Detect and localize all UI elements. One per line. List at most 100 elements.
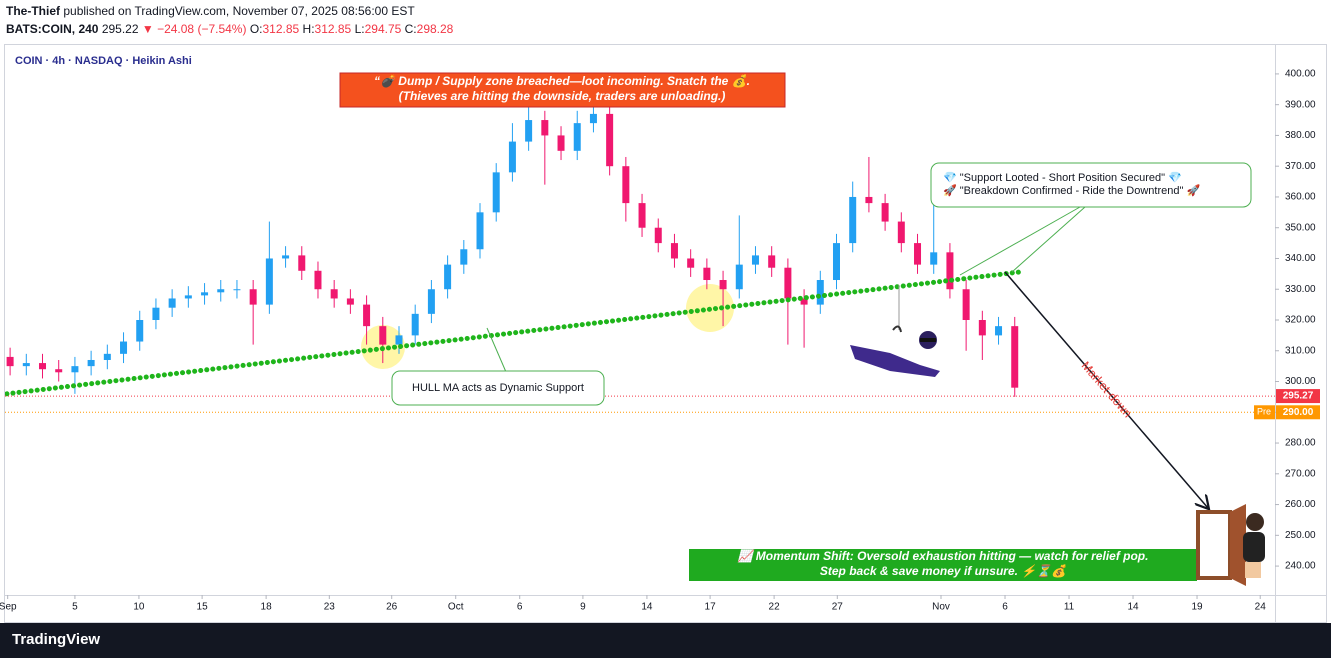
x-tick-label: 14	[1127, 602, 1139, 613]
published: published on TradingView.com, November 0…	[63, 4, 415, 18]
x-tick-label: 19	[1191, 602, 1203, 613]
header-line: The-Thief published on TradingView.com, …	[6, 4, 415, 18]
y-tick-label: 280.00	[1285, 438, 1316, 449]
candle-body	[71, 366, 79, 373]
x-tick-label: 17	[705, 602, 717, 613]
x-tick-label: Nov	[932, 602, 950, 613]
candle-body	[103, 353, 111, 360]
x-tick-label: Oct	[448, 602, 464, 613]
candle-body	[589, 113, 597, 124]
candle-body	[298, 255, 306, 271]
support-box	[930, 162, 1252, 208]
candle-body	[881, 203, 889, 222]
candle-body	[995, 326, 1003, 336]
candle-body	[735, 264, 743, 290]
candle-body	[962, 289, 970, 320]
change: ▼ −24.08 (−7.54%)	[142, 22, 247, 36]
x-tick-label: 27	[832, 602, 844, 613]
candle-body	[622, 166, 630, 204]
candle-body	[525, 120, 533, 142]
annotations: “💣 Dump / Supply zone breached—loot inco…	[339, 72, 1265, 586]
momentum-text: 📈 Momentum Shift: Oversold exhaustion hi…	[738, 549, 1149, 563]
symbol: BATS:COIN, 240	[6, 22, 99, 36]
candle-body	[39, 363, 47, 370]
ohlc-key: C:	[405, 22, 417, 36]
candle-body	[136, 320, 144, 342]
ohlc-value: 294.75	[365, 22, 402, 36]
chart-frame	[4, 44, 1327, 623]
price-tag	[1276, 405, 1320, 420]
connector	[486, 327, 507, 373]
candle-body	[800, 298, 808, 305]
hull-note-box	[391, 370, 605, 406]
candle-body	[87, 359, 95, 367]
candle-body	[363, 304, 371, 327]
x-tick-label: 9	[580, 602, 586, 613]
candle-body	[687, 258, 695, 268]
hull-line	[5, 269, 1023, 397]
candle-body	[606, 113, 614, 167]
candle-body	[395, 335, 403, 345]
ohlc-key: H:	[303, 22, 315, 36]
candle-body	[654, 227, 662, 244]
candle-body	[751, 255, 759, 265]
price-tag-label: 295.27	[1283, 391, 1314, 402]
ohlc-key: L:	[355, 22, 365, 36]
candle-body	[217, 289, 225, 293]
x-tick-label: 15	[197, 602, 209, 613]
x-tick-label: 6	[517, 602, 523, 613]
momentum-box	[689, 549, 1197, 581]
candle-body	[541, 120, 549, 136]
candle-body	[282, 255, 290, 259]
candle-body	[55, 369, 63, 373]
candle-body	[816, 280, 824, 305]
candle-body	[1011, 326, 1019, 388]
candle-body	[346, 298, 354, 305]
footer-logo: TradingView	[12, 631, 100, 648]
y-tick-label: 330.00	[1285, 284, 1316, 295]
price-tag-name: Pre	[1257, 407, 1271, 417]
candle-body	[184, 295, 192, 299]
y-tick-label: 300.00	[1285, 376, 1316, 387]
candle-body	[914, 243, 922, 265]
candle-body	[573, 123, 581, 151]
door-icon	[1196, 504, 1265, 586]
price: 295.22	[102, 22, 139, 36]
candle-body	[476, 212, 484, 250]
candle-body	[930, 252, 938, 265]
connector	[959, 206, 1081, 276]
y-tick-label: 360.00	[1285, 192, 1316, 203]
y-tick-label: 260.00	[1285, 499, 1316, 510]
plot	[5, 101, 1023, 397]
ohlc-key: O:	[250, 22, 263, 36]
supply-box	[339, 72, 786, 108]
candle-body	[411, 313, 419, 336]
y-tick-label: 380.00	[1285, 130, 1316, 141]
y-tick-label: 250.00	[1285, 530, 1316, 541]
candle-body	[865, 196, 873, 204]
candle-body	[444, 264, 452, 290]
candle-body	[703, 267, 711, 281]
candle-body	[897, 221, 905, 244]
candle-body	[265, 258, 273, 305]
y-tick-label: 370.00	[1285, 161, 1316, 172]
candle-body	[120, 341, 128, 354]
candle-body	[557, 135, 565, 151]
y-tick-label: 310.00	[1285, 345, 1316, 356]
candle-body	[719, 280, 727, 290]
candle-body	[152, 307, 160, 320]
candle-body	[314, 270, 322, 290]
ohlc-value: 298.28	[417, 22, 454, 36]
candle-body	[492, 172, 500, 213]
candle-body	[784, 267, 792, 299]
x-tick-label: 22	[769, 602, 781, 613]
x-tick-label: 6	[1002, 602, 1008, 613]
candle-body	[168, 298, 176, 308]
support-text: 💎 "Support Looted - Short Position Secur…	[943, 171, 1182, 184]
support-text: 🚀 "Breakdown Confirmed - Ride the Downtr…	[943, 184, 1200, 197]
x-tick-label: 10	[133, 602, 145, 613]
market-label: Market-down	[1079, 359, 1135, 421]
y-tick-label: 270.00	[1285, 468, 1316, 479]
thief-icon	[850, 285, 940, 377]
